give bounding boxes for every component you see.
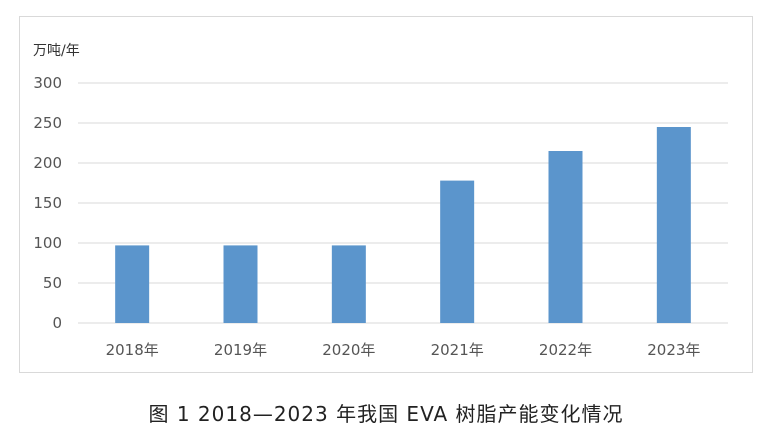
bars (115, 127, 691, 323)
grid-lines (78, 82, 728, 324)
x-tick-label: 2019年 (214, 341, 267, 359)
y-tick-label: 0 (52, 314, 62, 332)
x-tick-label: 2020年 (322, 341, 375, 359)
x-tick-label: 2021年 (431, 341, 484, 359)
bar-2018年 (115, 245, 150, 323)
y-axis-unit-label: 万吨/年 (33, 43, 80, 59)
y-tick-label: 50 (43, 274, 62, 292)
bar-2021年 (440, 180, 475, 323)
y-tick-label: 200 (33, 154, 62, 172)
x-axis-ticks: 2018年 2019年 2020年 2021年 2022年 2023年 (106, 341, 701, 359)
bar-2023年 (656, 127, 691, 323)
x-tick-label: 2022年 (539, 341, 592, 359)
y-tick-label: 250 (33, 114, 62, 132)
y-tick-label: 300 (33, 74, 62, 92)
bar-2020年 (331, 245, 366, 323)
bar-2019年 (223, 245, 258, 323)
x-tick-label: 2023年 (647, 341, 700, 359)
figure-caption: 图 1 2018—2023 年我国 EVA 树脂产能变化情况 (148, 402, 624, 426)
x-tick-label: 2018年 (106, 341, 159, 359)
y-axis-ticks: 0 50 100 150 200 250 300 (33, 74, 62, 332)
y-tick-label: 100 (33, 234, 62, 252)
y-tick-label: 150 (33, 194, 62, 212)
bar-2022年 (548, 151, 583, 323)
